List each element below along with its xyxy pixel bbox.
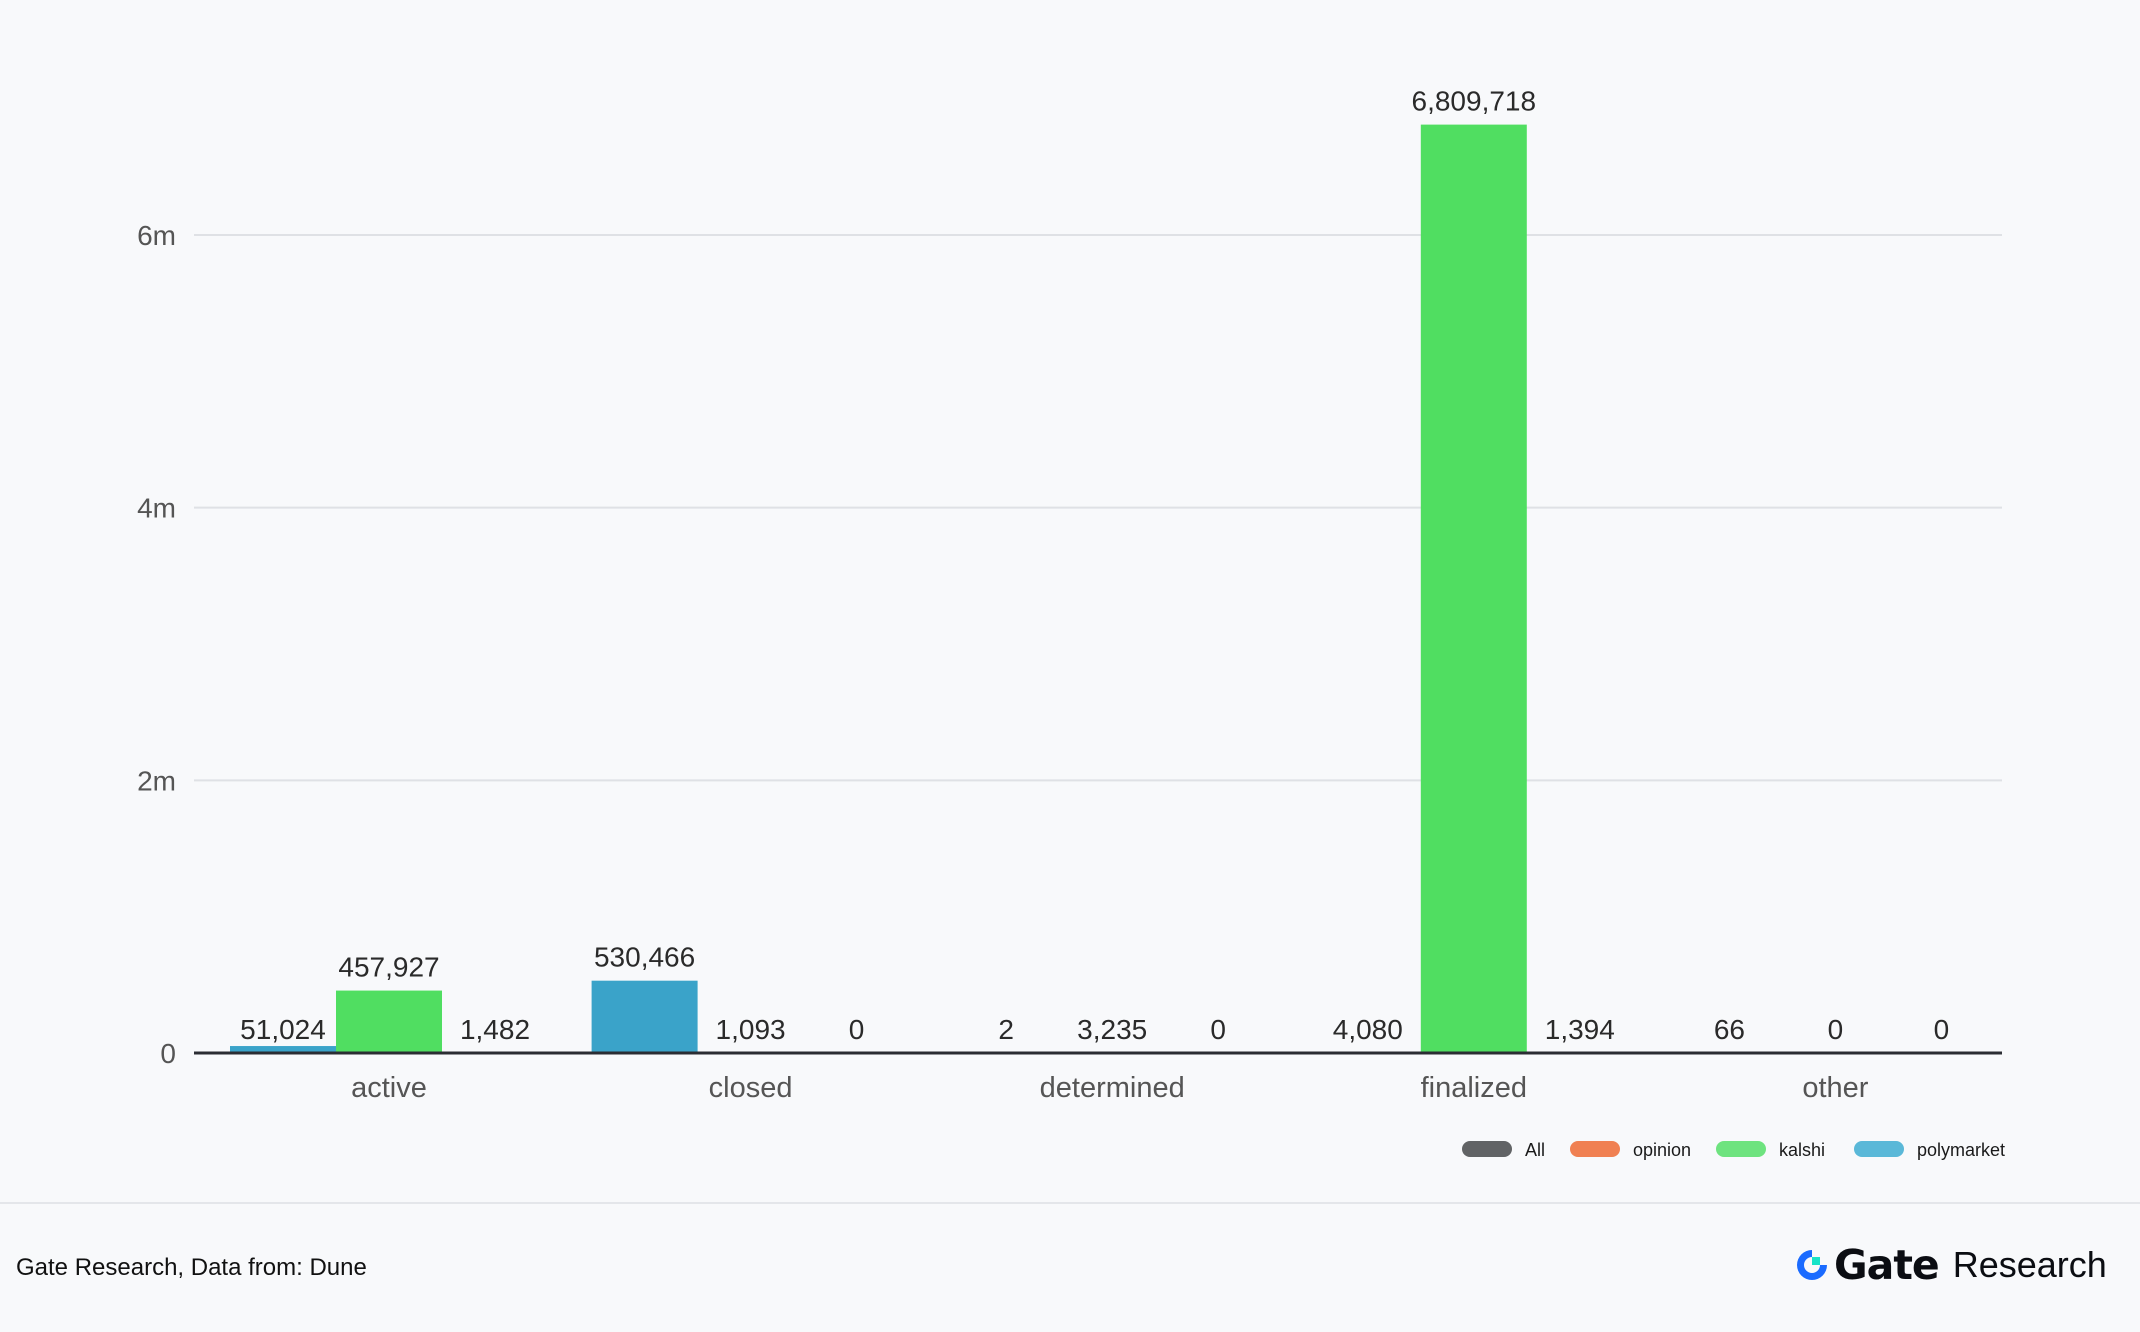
y-tick-label: 0 [160,1038,176,1069]
legend-swatch-opinion [1570,1141,1620,1157]
data-labels-layer: 51,024 530,466 2 4,080 66 457,927 1,093 3,235 6,… [240,86,1949,1045]
data-label: 1,394 [1545,1014,1615,1045]
legend-label-polymarket[interactable]: polymarket [1917,1140,2005,1160]
y-tick-label: 6m [137,220,176,251]
bar-chart: 51,024 530,466 2 4,080 66 457,927 1,093 3,235 6,… [137,86,2005,1160]
data-label: 66 [1714,1014,1745,1045]
bars-layer [230,124,1783,1053]
data-label: 0 [849,1014,865,1045]
data-label: 530,466 [594,942,695,973]
data-label: 2 [998,1014,1014,1045]
legend-label-kalshi[interactable]: kalshi [1779,1140,1825,1160]
bar-kalshi-active [336,990,442,1053]
x-tick-label: other [1802,1072,1868,1104]
y-tick-label: 4m [137,493,176,524]
y-tick-label: 2m [137,765,176,796]
legend-swatch-kalshi [1716,1141,1766,1157]
data-label: 0 [1934,1014,1950,1045]
data-label: 0 [1828,1014,1844,1045]
bar-polymarket-closed [591,980,698,1053]
data-label: 1,482 [460,1014,530,1045]
footer-divider [0,1202,2140,1204]
data-label: 4,080 [1333,1014,1403,1045]
grid-layer [194,234,2002,782]
bar-polymarket-active [230,1046,336,1053]
x-tick-label: determined [1040,1072,1185,1104]
brand-subtitle: Research [1952,1244,2107,1285]
data-label: 51,024 [240,1014,326,1045]
x-tick-label: finalized [1421,1072,1527,1104]
data-label: 6,809,718 [1412,86,1537,117]
legend-label-opinion[interactable]: opinion [1633,1140,1691,1160]
data-label: 1,093 [716,1014,786,1045]
legend-swatch-All [1462,1141,1512,1157]
legend-label-All[interactable]: All [1525,1140,1545,1160]
data-label: 457,927 [338,952,439,983]
brand-name: Gate [1834,1241,1940,1289]
legend: All opinion kalshi polymarket [1462,1140,2005,1160]
data-label: 3,235 [1077,1014,1147,1045]
gate-logo-icon [1797,1250,1827,1280]
brand-logo: Gate Research [1794,1240,2107,1290]
x-tick-label: closed [709,1072,793,1104]
legend-swatch-polymarket [1854,1141,1904,1157]
axis-layer: 0 2m 4m 6m active closed determined finalized ot… [137,220,2002,1104]
data-label: 0 [1210,1014,1226,1045]
source-caption: Gate Research, Data from: Dune [16,1254,367,1281]
x-tick-label: active [351,1072,427,1104]
bar-kalshi-finalized [1420,124,1527,1053]
